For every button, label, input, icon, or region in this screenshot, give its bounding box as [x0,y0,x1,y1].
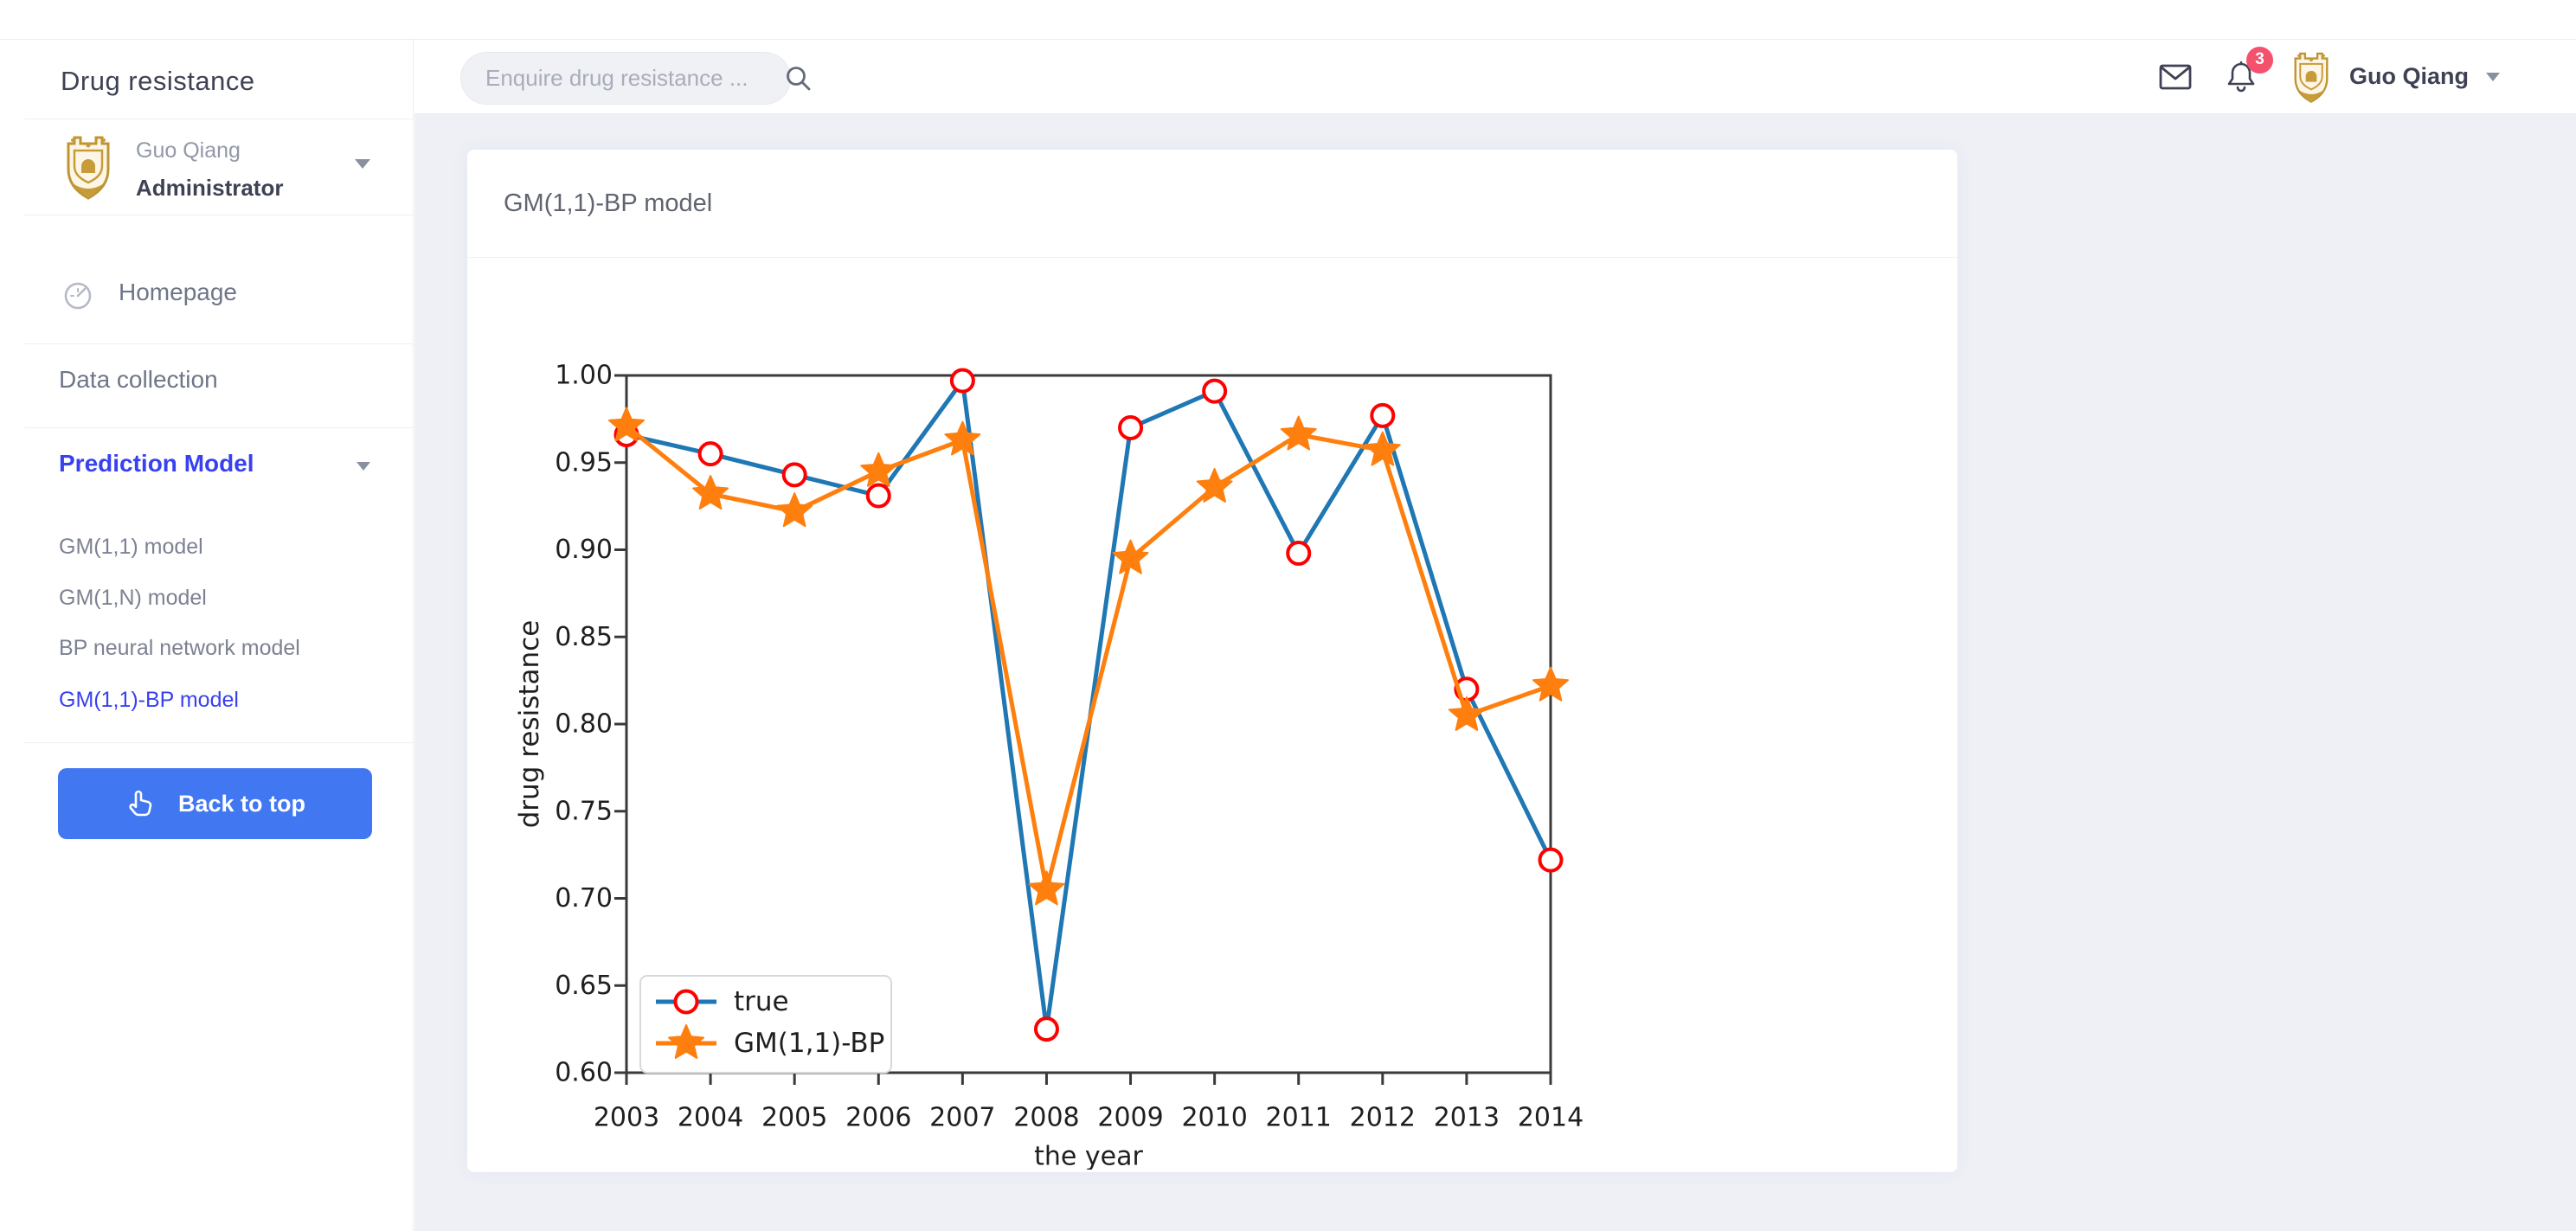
profile-name: Guo Qiang [136,138,241,163]
svg-text:2006: 2006 [845,1103,911,1133]
svg-text:true: true [734,986,789,1017]
divider [24,742,413,743]
sidebar-item-homepage[interactable]: Homepage [119,279,237,306]
svg-text:2004: 2004 [678,1103,743,1133]
user-name: Guo Qiang [2349,63,2469,90]
topbar: 3 Guo Qiang [414,40,2576,114]
sidebar-subitem-gm11-model[interactable]: GM(1,1) model [59,535,203,560]
svg-text:2011: 2011 [1266,1103,1332,1133]
bell-icon[interactable]: 3 [2226,61,2256,93]
svg-text:drug resistance: drug resistance [514,620,545,829]
user-menu[interactable]: Guo Qiang [2290,50,2500,104]
svg-text:2013: 2013 [1434,1103,1500,1133]
back-to-top-label: Back to top [178,791,305,817]
main-content: GM(1,1)-BP model 1.00 0.95 0.90 0.85 0.80 0.7… [414,114,2576,1231]
topbar-actions: 3 Guo Qiang [2159,40,2500,113]
sidebar: Drug resistance Guo Qiang Administrator … [0,40,414,1231]
sidebar-subitem-gm1n-model[interactable]: GM(1,N) model [59,586,207,611]
svg-text:2010: 2010 [1181,1103,1247,1133]
svg-text:2012: 2012 [1350,1103,1416,1133]
svg-text:0.75: 0.75 [555,796,613,826]
svg-text:2007: 2007 [929,1103,995,1133]
profile-chevron-down-icon[interactable] [355,159,370,169]
svg-text:0.65: 0.65 [555,971,613,1001]
user-avatar-crest [2290,50,2332,104]
svg-text:GM(1,1)-BP: GM(1,1)-BP [734,1028,884,1059]
notification-badge: 3 [2246,47,2273,74]
sidebar-item-data-collection[interactable]: Data collection [59,366,218,394]
gauge-icon [63,281,93,315]
search-bar [460,52,791,105]
chart: 1.00 0.95 0.90 0.85 0.80 0.75 0.70 0.65 0.60 2003… [485,260,1661,1170]
search-icon[interactable] [784,64,813,93]
app-window: Drug resistance Guo Qiang Administrator … [0,0,2576,1231]
divider [24,427,413,428]
line-chart-svg: 1.00 0.95 0.90 0.85 0.80 0.75 0.70 0.65 0.60 2003… [485,260,1661,1170]
mail-icon[interactable] [2159,64,2192,90]
svg-text:0.70: 0.70 [555,883,613,914]
svg-text:the year: the year [1034,1142,1143,1170]
svg-text:2005: 2005 [761,1103,827,1133]
svg-text:0.80: 0.80 [555,709,613,740]
profile-role: Administrator [136,175,283,202]
sidebar-subitem-gm11-bp-model[interactable]: GM(1,1)-BP model [59,688,239,713]
svg-text:0.90: 0.90 [555,535,613,565]
svg-text:2003: 2003 [594,1103,659,1133]
sidebar-item-prediction-model[interactable]: Prediction Model [59,450,254,478]
svg-text:2014: 2014 [1518,1103,1584,1133]
card-title: GM(1,1)-BP model [504,189,712,218]
svg-text:0.85: 0.85 [555,622,613,652]
svg-text:1.00: 1.00 [555,361,613,391]
svg-text:2008: 2008 [1013,1103,1079,1133]
divider [24,343,413,344]
back-to-top-button[interactable]: Back to top [58,768,372,839]
card-header: GM(1,1)-BP model [467,150,1957,258]
search-input[interactable] [461,65,784,92]
model-card: GM(1,1)-BP model 1.00 0.95 0.90 0.85 0.80 0.7… [467,150,1957,1172]
svg-text:2009: 2009 [1097,1103,1163,1133]
prediction-model-chevron-down-icon[interactable] [357,462,370,471]
hand-pointer-icon [125,788,156,819]
user-avatar-crest[interactable] [62,133,114,205]
sidebar-subitem-bp-model[interactable]: BP neural network model [59,636,300,661]
user-chevron-down-icon [2486,73,2500,81]
svg-text:0.95: 0.95 [555,447,613,478]
svg-text:0.60: 0.60 [555,1058,613,1088]
app-title: Drug resistance [61,66,255,97]
